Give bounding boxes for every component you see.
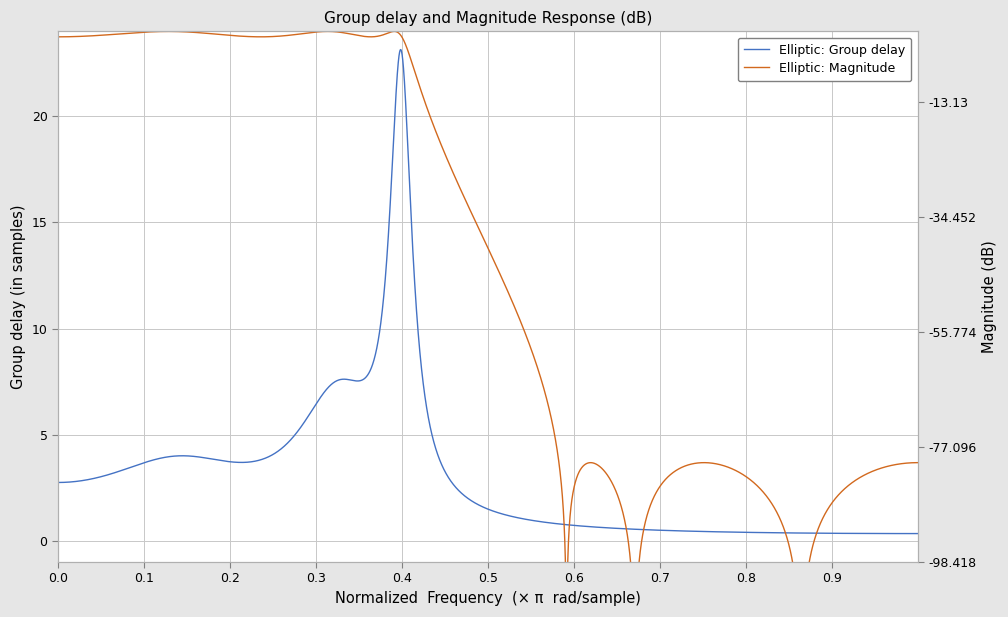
Title: Group delay and Magnitude Response (dB): Group delay and Magnitude Response (dB) bbox=[324, 11, 652, 26]
Legend: Elliptic: Group delay, Elliptic: Magnitude: Elliptic: Group delay, Elliptic: Magnitu… bbox=[738, 38, 911, 81]
Elliptic: Group delay: (0.416, 11.3): Group delay: (0.416, 11.3) bbox=[409, 296, 421, 304]
Line: Elliptic: Magnitude: Elliptic: Magnitude bbox=[57, 31, 917, 617]
Elliptic: Group delay: (0.3, 6.42): Group delay: (0.3, 6.42) bbox=[309, 401, 322, 408]
Elliptic: Magnitude: (0.408, 23): Magnitude: (0.408, 23) bbox=[402, 49, 414, 56]
Elliptic: Magnitude: (0.3, 24): Magnitude: (0.3, 24) bbox=[309, 28, 322, 36]
Y-axis label: Group delay (in samples): Group delay (in samples) bbox=[11, 204, 26, 389]
Elliptic: Magnitude: (0.416, 22): Magnitude: (0.416, 22) bbox=[409, 71, 421, 78]
Elliptic: Group delay: (0.722, 0.464): Group delay: (0.722, 0.464) bbox=[672, 527, 684, 534]
X-axis label: Normalized  Frequency  (× π  rad/sample): Normalized Frequency (× π rad/sample) bbox=[335, 591, 641, 606]
Elliptic: Magnitude: (0, 23.7): Magnitude: (0, 23.7) bbox=[51, 33, 64, 41]
Elliptic: Group delay: (0, 2.74): Group delay: (0, 2.74) bbox=[51, 479, 64, 486]
Elliptic: Group delay: (1, 0.336): Group delay: (1, 0.336) bbox=[911, 530, 923, 537]
Elliptic: Group delay: (0.854, 0.365): Group delay: (0.854, 0.365) bbox=[786, 529, 798, 537]
Elliptic: Magnitude: (0.129, 24): Magnitude: (0.129, 24) bbox=[162, 28, 174, 35]
Elliptic: Magnitude: (1, 3.68): Magnitude: (1, 3.68) bbox=[911, 459, 923, 466]
Y-axis label: Magnitude (dB): Magnitude (dB) bbox=[982, 240, 997, 353]
Elliptic: Group delay: (0.408, 17.8): Group delay: (0.408, 17.8) bbox=[402, 159, 414, 167]
Elliptic: Group delay: (0.399, 23.1): Group delay: (0.399, 23.1) bbox=[394, 46, 406, 53]
Line: Elliptic: Group delay: Elliptic: Group delay bbox=[57, 49, 917, 534]
Elliptic: Magnitude: (0.854, -0.953): Magnitude: (0.854, -0.953) bbox=[786, 557, 798, 565]
Elliptic: Group delay: (0.532, 1.11): Group delay: (0.532, 1.11) bbox=[509, 513, 521, 521]
Elliptic: Magnitude: (0.532, 10.9): Magnitude: (0.532, 10.9) bbox=[509, 305, 521, 312]
Elliptic: Magnitude: (0.722, 3.38): Magnitude: (0.722, 3.38) bbox=[672, 465, 684, 473]
